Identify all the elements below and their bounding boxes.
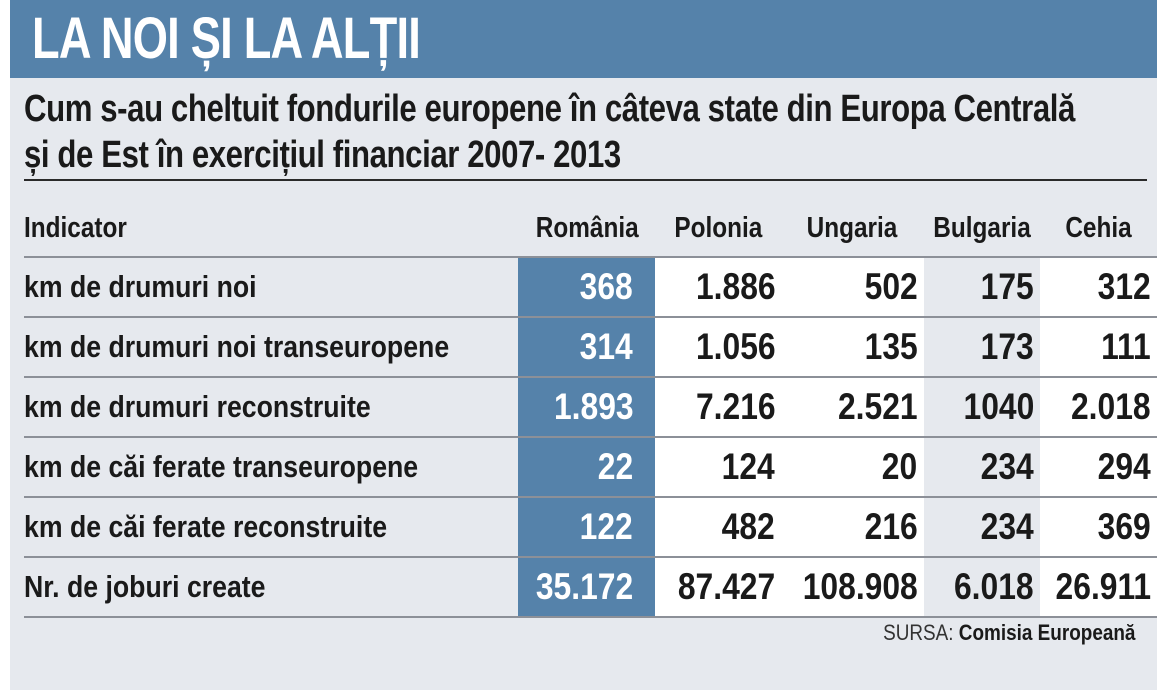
cell-cehia: 26.911 <box>1039 556 1157 618</box>
column-header-romania: România <box>535 211 639 244</box>
column-header-bulgaria: Bulgaria <box>932 211 1031 244</box>
cell-bulgaria: 234 <box>923 496 1040 557</box>
subtitle-line-2: și de Est în exercițiul financiar 2007- … <box>24 134 621 176</box>
table-row: Nr. de joburi create 35.172 87.427 108.9… <box>24 556 1157 618</box>
cell-cehia: 2.018 <box>1039 376 1157 437</box>
cell-bulgaria: 1040 <box>923 376 1040 437</box>
cell-polonia: 7.216 <box>655 376 782 437</box>
cell-ungaria: 502 <box>781 256 924 317</box>
cell-bulgaria: 6.018 <box>923 556 1040 618</box>
cell-ungaria: 108.908 <box>781 556 924 618</box>
cell-bulgaria: 234 <box>923 436 1040 497</box>
cell-polonia: 482 <box>655 496 782 557</box>
subtitle-line-1: Cum s-au cheltuit fondurile europene în … <box>24 88 1075 130</box>
column-header-ungaria: Ungaria <box>806 211 898 244</box>
row-label: km de drumuri noi <box>24 256 519 317</box>
cell-cehia: 369 <box>1039 496 1157 557</box>
row-label: km de căi ferate reconstruite <box>24 496 519 557</box>
cell-cehia: 294 <box>1039 436 1157 497</box>
column-header-polonia: Polonia <box>674 211 763 244</box>
row-label: km de căi ferate transeuropene <box>24 436 519 497</box>
cell-romania: 22 <box>518 436 656 497</box>
cell-ungaria: 2.521 <box>781 376 924 437</box>
cell-polonia: 124 <box>655 436 782 497</box>
title-banner: LA NOI ȘI LA ALȚII <box>10 0 1157 78</box>
source-name: Comisia Europeană <box>958 620 1135 645</box>
cell-bulgaria: 175 <box>923 256 1040 317</box>
table-row: km de drumuri reconstruite 1.893 7.216 2… <box>24 376 1157 437</box>
row-label: km de drumuri reconstruite <box>24 376 519 437</box>
source-prefix: SURSA: <box>882 620 954 645</box>
column-header-indicator: Indicator <box>24 211 127 244</box>
table-header-row: Indicator România Polonia Ungaria Bulgar… <box>24 200 1157 257</box>
cell-romania: 314 <box>518 316 656 377</box>
cell-ungaria: 20 <box>781 436 924 497</box>
subtitle: Cum s-au cheltuit fondurile europene în … <box>24 86 1156 178</box>
cell-polonia: 1.886 <box>655 256 782 317</box>
table-row: km de drumuri noi 368 1.886 502 175 312 <box>24 256 1157 317</box>
cell-romania: 35.172 <box>518 556 656 618</box>
cell-polonia: 1.056 <box>655 316 782 377</box>
cell-cehia: 312 <box>1039 256 1157 317</box>
source-note: SURSA: Comisia Europeană <box>883 620 1135 646</box>
table-row: km de drumuri noi transeuropene 314 1.05… <box>24 316 1157 377</box>
row-label: km de drumuri noi transeuropene <box>24 316 519 377</box>
cell-romania: 1.893 <box>518 376 656 437</box>
divider <box>24 179 1147 181</box>
cell-romania: 368 <box>518 256 656 317</box>
cell-ungaria: 216 <box>781 496 924 557</box>
cell-polonia: 87.427 <box>655 556 782 618</box>
data-table: Indicator România Polonia Ungaria Bulgar… <box>24 200 1157 618</box>
infographic-panel: LA NOI ȘI LA ALȚII Cum s-au cheltuit fon… <box>10 0 1157 690</box>
cell-bulgaria: 173 <box>923 316 1040 377</box>
cell-cehia: 111 <box>1039 316 1157 377</box>
cell-ungaria: 135 <box>781 316 924 377</box>
row-label: Nr. de joburi create <box>24 556 519 618</box>
cell-romania: 122 <box>518 496 656 557</box>
page-title: LA NOI ȘI LA ALȚII <box>32 6 421 71</box>
table-row: km de căi ferate transeuropene 22 124 20… <box>24 436 1157 497</box>
column-header-cehia: Cehia <box>1065 211 1132 244</box>
table-row: km de căi ferate reconstruite 122 482 21… <box>24 496 1157 557</box>
